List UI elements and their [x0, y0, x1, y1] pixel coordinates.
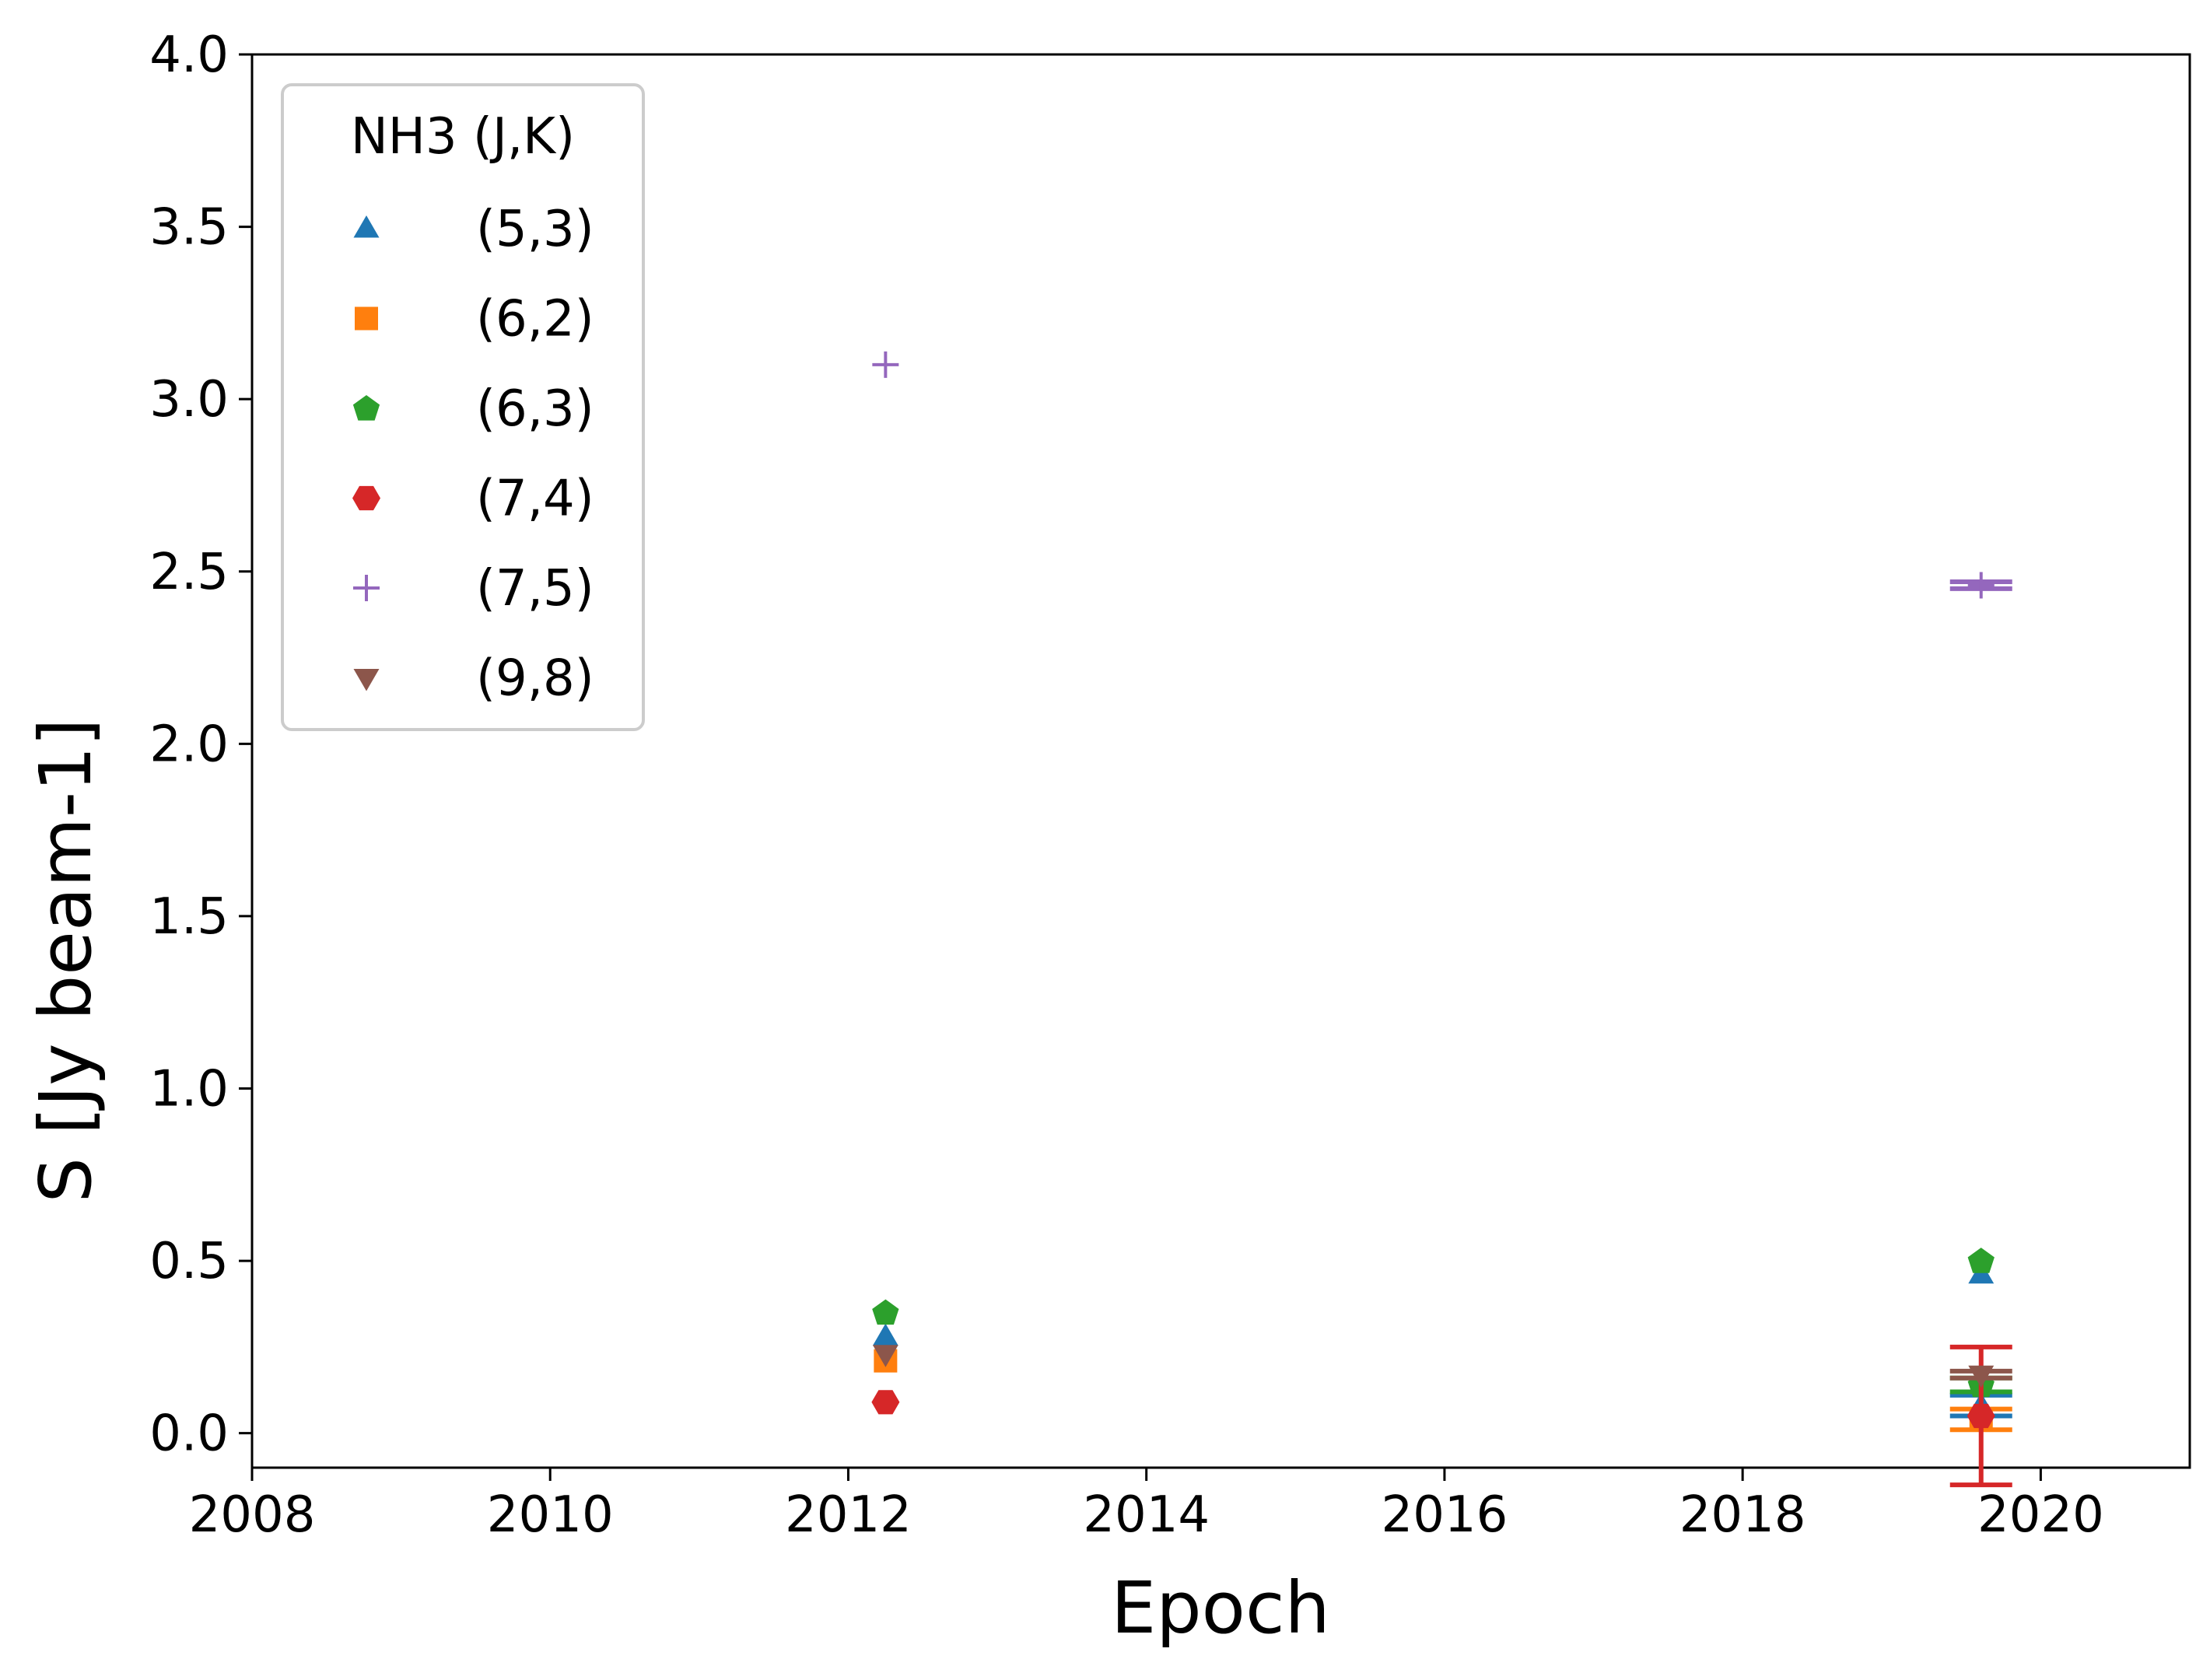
- x-tick-label: 2008: [189, 1486, 316, 1544]
- legend-entry-6-3: (6,3): [352, 380, 594, 438]
- legend: NH3 (J,K) (5,3) (6,2) (6,3) (7,4) (7,5) (9,8): [281, 83, 645, 731]
- legend-label: (5,3): [476, 201, 594, 258]
- data-point: [872, 1323, 898, 1346]
- legend-marker: [353, 215, 380, 238]
- data-point: [872, 1299, 899, 1325]
- legend-marker: [352, 485, 380, 511]
- legend-title: NH3 (J,K): [351, 108, 575, 166]
- y-tick-label: 1.5: [149, 888, 229, 946]
- data-point: [872, 1345, 898, 1367]
- data-point: [1967, 1403, 1995, 1429]
- x-tick-label: 2014: [1083, 1486, 1210, 1544]
- legend-entry-7-5: (7,5): [353, 560, 594, 618]
- legend-box: [281, 83, 645, 731]
- x-tick-label: 2020: [1977, 1486, 2104, 1544]
- legend-label: (7,4): [476, 471, 594, 528]
- legend-label: (7,5): [476, 560, 594, 618]
- x-tick-label: 2016: [1381, 1486, 1508, 1544]
- y-tick-label: 2.0: [149, 716, 229, 773]
- legend-entry-5-3: (5,3): [353, 201, 594, 258]
- data-point: [1967, 1248, 1995, 1273]
- y-tick-label: 2.5: [149, 544, 229, 601]
- x-tick-label: 2018: [1679, 1486, 1806, 1544]
- series-7-5: [872, 351, 2012, 599]
- legend-marker: [355, 306, 378, 331]
- x-axis-title: Epoch: [1111, 1566, 1330, 1650]
- data-point: [871, 1390, 900, 1415]
- series-7-4: [871, 1344, 2012, 1488]
- legend-entries: (5,3) (6,2) (6,3) (7,4) (7,5) (9,8): [352, 201, 594, 708]
- axes-frame: [250, 53, 2191, 1469]
- y-axis-title: S [Jy beam-1]: [24, 719, 107, 1203]
- data-point: [872, 351, 899, 378]
- legend-entry-7-4: (7,4): [352, 471, 594, 528]
- plot-area: 2008 2010 2012 2014 2016 2018 2020 0.0 0.5 1.0 1.5…: [149, 26, 2191, 1544]
- legend-label: (6,3): [476, 380, 594, 438]
- y-tick-label: 4.0: [149, 26, 229, 84]
- legend-marker: [353, 669, 380, 691]
- x-tick-label: 2012: [785, 1486, 912, 1544]
- legend-label: (6,2): [476, 291, 594, 348]
- legend-label: (9,8): [476, 650, 594, 708]
- legend-marker: [353, 575, 380, 601]
- data-point: [1968, 1365, 1995, 1388]
- legend-marker: [352, 395, 380, 421]
- series-9-8: [872, 1345, 2012, 1388]
- y-tick-label: 1.0: [149, 1061, 229, 1118]
- y-tick-label: 3.5: [149, 199, 229, 257]
- y-tick-label: 0.5: [149, 1233, 229, 1290]
- y-tick-label: 0.0: [149, 1405, 229, 1463]
- legend-entry-9-8: (9,8): [353, 650, 594, 708]
- x-tick-label: 2010: [487, 1486, 614, 1544]
- legend-entry-6-2: (6,2): [355, 291, 594, 348]
- data-point: [1967, 572, 1995, 599]
- y-tick-label: 3.0: [149, 371, 229, 429]
